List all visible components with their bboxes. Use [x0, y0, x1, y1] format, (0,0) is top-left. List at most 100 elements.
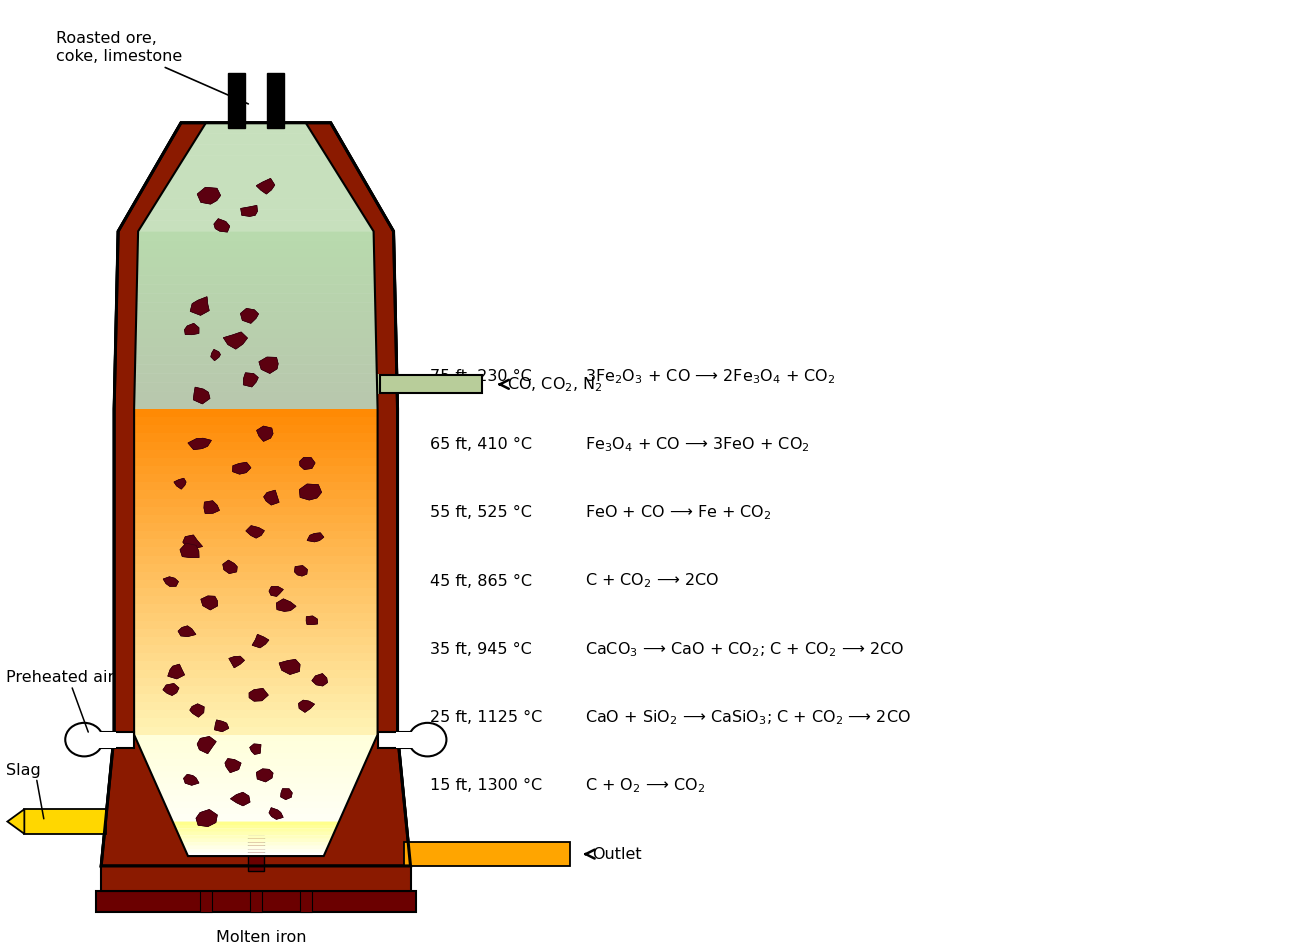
Polygon shape [214, 720, 229, 732]
Text: 25 ft, 1125 °C: 25 ft, 1125 °C [430, 710, 542, 725]
Polygon shape [134, 564, 377, 572]
Polygon shape [134, 392, 377, 400]
Polygon shape [134, 506, 377, 515]
Polygon shape [159, 790, 354, 795]
Polygon shape [156, 783, 356, 790]
Ellipse shape [65, 722, 103, 757]
Polygon shape [134, 499, 377, 506]
Polygon shape [134, 685, 377, 694]
Polygon shape [188, 841, 324, 856]
Polygon shape [134, 417, 377, 426]
Polygon shape [134, 588, 377, 596]
Polygon shape [240, 308, 259, 323]
Polygon shape [134, 123, 377, 856]
Polygon shape [196, 810, 217, 827]
Polygon shape [134, 382, 377, 392]
Polygon shape [172, 820, 339, 826]
Polygon shape [134, 490, 377, 499]
Text: Outlet: Outlet [585, 847, 642, 862]
Polygon shape [307, 616, 317, 625]
Text: 3Fe$_2$O$_3$ + CO ⟶ 2Fe$_3$O$_4$ + CO$_2$: 3Fe$_2$O$_3$ + CO ⟶ 2Fe$_3$O$_4$ + CO$_2… [585, 367, 836, 386]
Polygon shape [224, 332, 247, 349]
Polygon shape [135, 365, 377, 374]
Polygon shape [144, 759, 367, 765]
Polygon shape [134, 719, 377, 726]
Polygon shape [134, 572, 377, 580]
Polygon shape [312, 674, 328, 686]
Polygon shape [134, 612, 377, 621]
Polygon shape [269, 808, 283, 819]
Polygon shape [134, 433, 377, 442]
Polygon shape [136, 267, 374, 276]
Polygon shape [186, 144, 326, 155]
Text: 75 ft, 230 °C: 75 ft, 230 °C [430, 369, 532, 384]
Polygon shape [164, 576, 178, 586]
Polygon shape [134, 685, 377, 694]
Polygon shape [183, 775, 199, 785]
Polygon shape [138, 240, 374, 249]
Polygon shape [269, 808, 283, 819]
Bar [96, 732, 116, 748]
Polygon shape [169, 813, 343, 820]
Polygon shape [252, 634, 269, 647]
Polygon shape [224, 332, 247, 349]
Polygon shape [138, 258, 374, 267]
Polygon shape [161, 795, 351, 801]
Polygon shape [250, 688, 268, 702]
Polygon shape [134, 646, 377, 653]
Polygon shape [135, 337, 376, 347]
Bar [380, 375, 482, 393]
Polygon shape [135, 356, 377, 365]
Polygon shape [188, 438, 212, 449]
Polygon shape [135, 374, 377, 382]
Text: Roasted ore,
coke, limestone: Roasted ore, coke, limestone [56, 31, 248, 104]
Polygon shape [295, 566, 307, 576]
Polygon shape [246, 526, 264, 538]
Bar [200, 891, 212, 912]
Polygon shape [136, 320, 376, 329]
Polygon shape [183, 535, 203, 549]
Polygon shape [199, 123, 312, 134]
Polygon shape [198, 737, 216, 754]
Polygon shape [169, 813, 343, 820]
Polygon shape [135, 347, 377, 356]
Polygon shape [136, 267, 374, 276]
Polygon shape [134, 506, 377, 515]
Polygon shape [190, 297, 209, 316]
Polygon shape [182, 844, 329, 850]
Polygon shape [134, 735, 377, 740]
Polygon shape [144, 210, 367, 221]
Polygon shape [198, 188, 221, 204]
Polygon shape [173, 822, 339, 825]
Polygon shape [134, 392, 377, 400]
Polygon shape [196, 810, 217, 827]
Polygon shape [8, 810, 25, 834]
Polygon shape [144, 210, 367, 221]
Polygon shape [134, 400, 377, 409]
Polygon shape [135, 329, 376, 337]
Polygon shape [144, 759, 367, 765]
Polygon shape [134, 719, 377, 726]
Polygon shape [134, 531, 377, 539]
Polygon shape [225, 758, 240, 773]
Polygon shape [250, 688, 268, 702]
Text: FeO + CO ⟶ Fe + CO$_2$: FeO + CO ⟶ Fe + CO$_2$ [585, 503, 772, 522]
Polygon shape [134, 523, 377, 531]
Text: 35 ft, 945 °C: 35 ft, 945 °C [430, 642, 532, 657]
Polygon shape [134, 515, 377, 523]
Polygon shape [134, 547, 377, 556]
Polygon shape [250, 744, 261, 755]
Polygon shape [174, 826, 337, 831]
Polygon shape [185, 323, 199, 335]
Polygon shape [134, 596, 377, 605]
Polygon shape [190, 703, 204, 717]
Polygon shape [134, 539, 377, 547]
Polygon shape [264, 490, 280, 505]
Polygon shape [277, 599, 296, 611]
Polygon shape [159, 790, 354, 795]
Polygon shape [134, 702, 377, 710]
Polygon shape [136, 311, 376, 320]
Polygon shape [164, 801, 348, 808]
Polygon shape [252, 634, 269, 647]
Polygon shape [299, 484, 321, 500]
